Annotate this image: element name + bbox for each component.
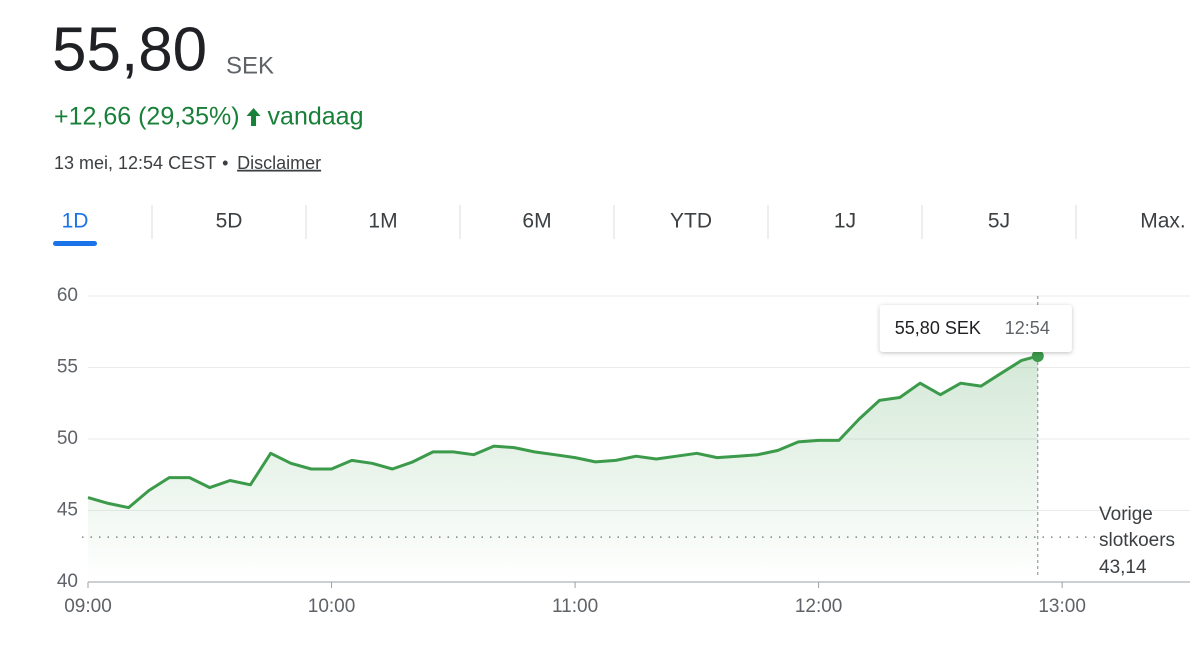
reference-label: 43,14	[1099, 557, 1147, 578]
tab[interactable]: Max.	[1140, 210, 1186, 233]
tab-indicator	[53, 241, 97, 246]
tab[interactable]: 6M	[522, 210, 551, 233]
tab[interactable]: 5J	[988, 210, 1010, 233]
period: vandaag	[268, 103, 364, 131]
up-arrow	[246, 108, 261, 126]
currency: SEK	[226, 52, 274, 79]
timestamp: 13 mei, 12:54 CEST	[54, 153, 216, 173]
tooltip-value: 55,80 SEK	[895, 318, 981, 338]
x-tick-label: 11:00	[552, 596, 598, 617]
y-tick-label: 55	[57, 357, 78, 378]
tab[interactable]: 1D	[62, 210, 89, 233]
tab[interactable]: YTD	[670, 210, 712, 233]
tab[interactable]: 5D	[216, 210, 243, 233]
y-tick-label: 40	[57, 571, 78, 592]
reference-title: Vorige slotkoers	[1099, 504, 1176, 551]
x-tick-label: 13:00	[1038, 596, 1086, 617]
disclaimer-link[interactable]: Disclaimer	[237, 153, 321, 173]
y-tick-label: 50	[57, 428, 78, 449]
separator: •	[222, 153, 228, 173]
price: 55,80	[52, 15, 207, 84]
y-tick-label: 45	[57, 500, 78, 521]
tab[interactable]: 1J	[834, 210, 856, 233]
y-tick-label: 60	[57, 285, 78, 306]
tab[interactable]: 1M	[368, 210, 397, 233]
price-line	[87, 354, 1039, 510]
x-tick-label: 09:00	[64, 596, 112, 617]
area	[88, 356, 1038, 582]
price-change: +12,66 (29,35%)	[54, 103, 240, 131]
x-tick-label: 12:00	[795, 596, 843, 617]
tooltip-time: 12:54	[1005, 318, 1050, 338]
current-point	[1031, 350, 1044, 363]
x-tick-label: 10:00	[308, 596, 356, 617]
tooltip-box	[879, 305, 1072, 352]
